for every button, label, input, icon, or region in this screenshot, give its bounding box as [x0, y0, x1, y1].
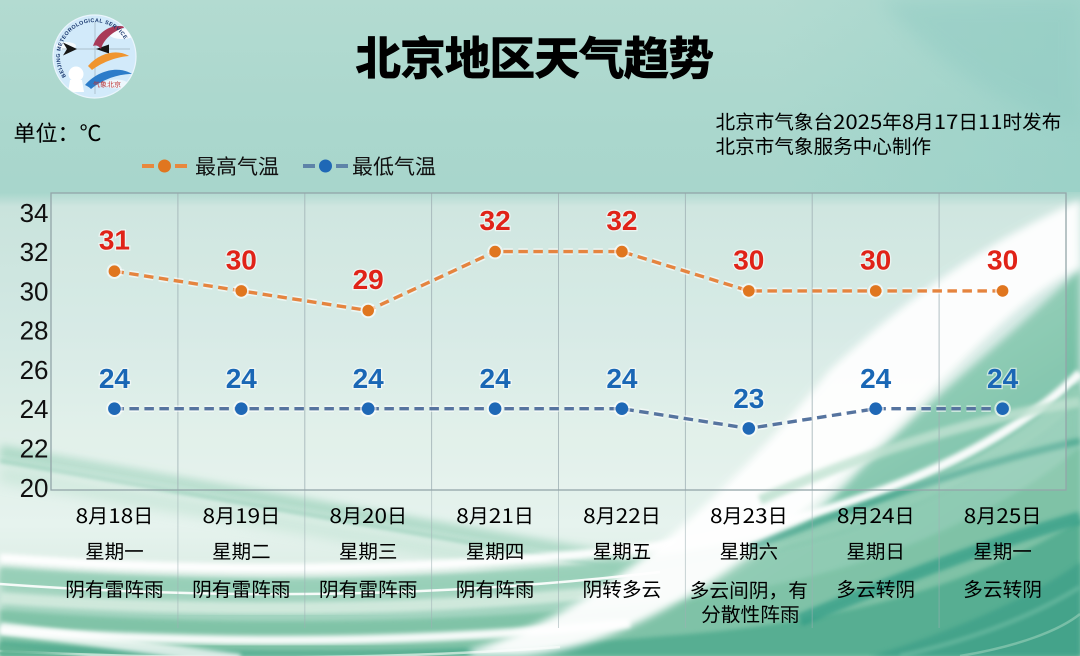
svg-text:28: 28: [20, 316, 49, 346]
svg-text:24: 24: [99, 363, 131, 394]
svg-text:30: 30: [860, 244, 891, 275]
svg-text:32: 32: [20, 237, 49, 267]
svg-text:30: 30: [987, 244, 1018, 275]
svg-text:30: 30: [20, 276, 49, 306]
svg-text:20: 20: [20, 473, 49, 503]
svg-text:24: 24: [226, 363, 258, 394]
svg-text:34: 34: [20, 198, 49, 228]
svg-text:22: 22: [20, 434, 49, 464]
svg-text:23: 23: [733, 383, 764, 414]
svg-text:31: 31: [99, 225, 130, 256]
svg-text:24: 24: [20, 394, 49, 424]
svg-text:24: 24: [353, 363, 385, 394]
svg-text:24: 24: [480, 363, 512, 394]
svg-text:29: 29: [353, 264, 384, 295]
svg-text:32: 32: [480, 205, 511, 236]
svg-text:32: 32: [606, 205, 637, 236]
svg-text:24: 24: [987, 363, 1019, 394]
svg-text:26: 26: [20, 355, 49, 385]
svg-text:30: 30: [733, 244, 764, 275]
svg-text:24: 24: [606, 363, 638, 394]
svg-text:24: 24: [860, 363, 892, 394]
svg-text:30: 30: [226, 244, 257, 275]
